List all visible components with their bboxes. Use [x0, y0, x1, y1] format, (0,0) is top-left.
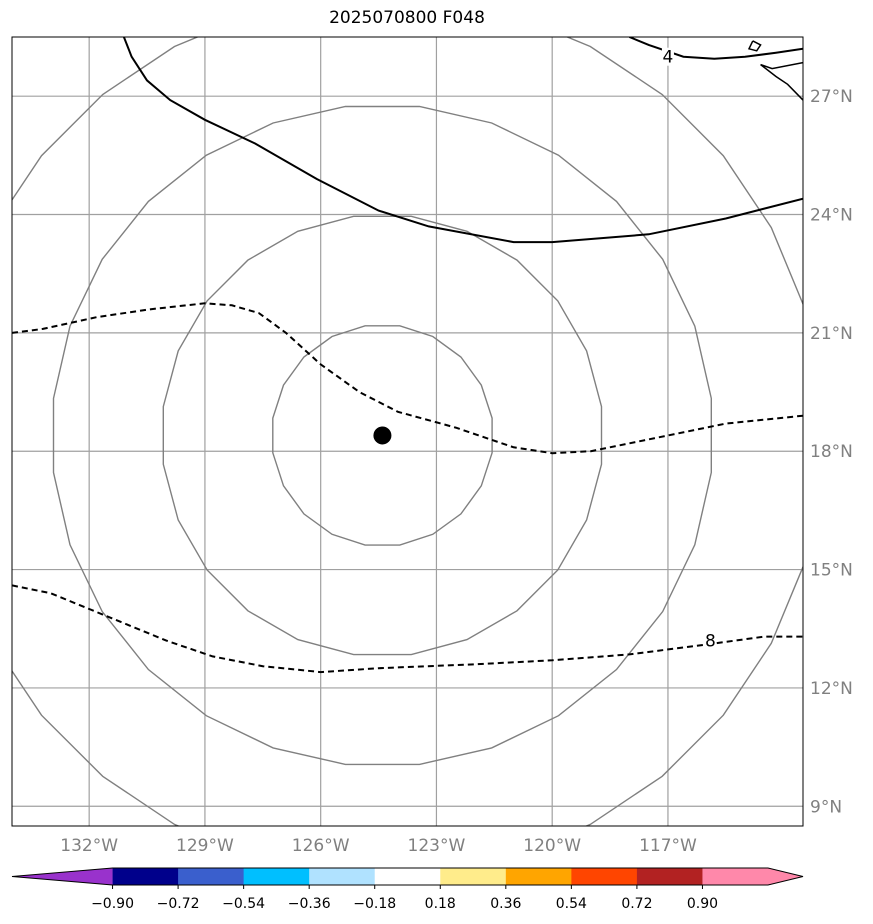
dashed-contour [12, 584, 803, 674]
colorbar: −0.90 −0.72 −0.54 −0.36 −0.18 0.18 0.36 0.54 0.7… [11, 867, 804, 912]
latitude-label: 21°N [810, 324, 853, 344]
storm-center-marker [373, 426, 392, 445]
colorbar-over-segment [702, 868, 768, 885]
latitude-label: 15°N [810, 561, 853, 581]
colorbar-tick-label: −0.36 [288, 896, 331, 912]
graticule [12, 37, 803, 826]
colorbar-tick-label: 0.36 [490, 896, 521, 912]
contour-label: 8 [705, 632, 716, 652]
coastline-segment [760, 61, 803, 101]
longitude-labels: 132°W 129°W 126°W 123°W 120°W 117°W [60, 836, 697, 856]
colorbar-under-extension [12, 868, 113, 885]
colorbar-tick-label: −0.54 [222, 896, 265, 912]
latitude-label: 12°N [810, 679, 853, 699]
longitude-label: 123°W [408, 836, 466, 856]
latitude-label: 24°N [810, 206, 853, 226]
map-title: 2025070800 F048 [329, 8, 485, 28]
contour-label-bg [704, 631, 717, 650]
dashed-contour [12, 302, 803, 455]
colorbar-tick-label: −0.72 [157, 896, 200, 912]
colorbar-tick-label: −0.18 [353, 896, 396, 912]
contour-label: 4 [663, 48, 674, 68]
coastline [747, 40, 803, 101]
colorbar-tick-label: 0.90 [687, 896, 718, 912]
colorbar-segment [505, 868, 572, 885]
longitude-label: 126°W [292, 836, 350, 856]
colorbar-segment [178, 868, 245, 885]
contour-label-bg [661, 47, 674, 66]
longitude-label: 117°W [639, 836, 697, 856]
solid-contour [629, 37, 803, 60]
longitude-label: 129°W [176, 836, 234, 856]
latitude-label: 9°N [810, 797, 842, 817]
latitude-label: 18°N [810, 442, 853, 462]
range-ring [162, 215, 603, 656]
colorbar-segment [112, 868, 179, 885]
colorbar-segment [571, 868, 638, 885]
colorbar-tick-label: 0.54 [556, 896, 587, 912]
map-marks: 48 [373, 47, 717, 652]
latitude-labels: 9°N 12°N 15°N 18°N 21°N 24°N 27°N [810, 87, 853, 817]
colorbar-segment [309, 868, 376, 885]
longitude-label: 132°W [60, 836, 118, 856]
colorbar-segment [243, 868, 310, 885]
colorbar-over-extension [768, 868, 803, 885]
range-ring [272, 325, 493, 546]
solid-contour [122, 37, 803, 244]
colorbar-segment [636, 868, 703, 885]
colorbar-segment [374, 868, 441, 885]
colorbar-tick-label: −0.90 [91, 896, 134, 912]
range-ring [52, 105, 712, 766]
range-ring [12, 37, 803, 826]
latitude-label: 27°N [810, 87, 853, 107]
colorbar-tick-label: 0.18 [425, 896, 456, 912]
colorbar-tick-label: 0.72 [621, 896, 652, 912]
longitude-label: 120°W [523, 836, 581, 856]
plot-frame [11, 36, 804, 827]
contour-lines [12, 37, 803, 674]
colorbar-segment [440, 868, 507, 885]
range-rings [12, 37, 803, 826]
coastline-segment [747, 40, 762, 52]
